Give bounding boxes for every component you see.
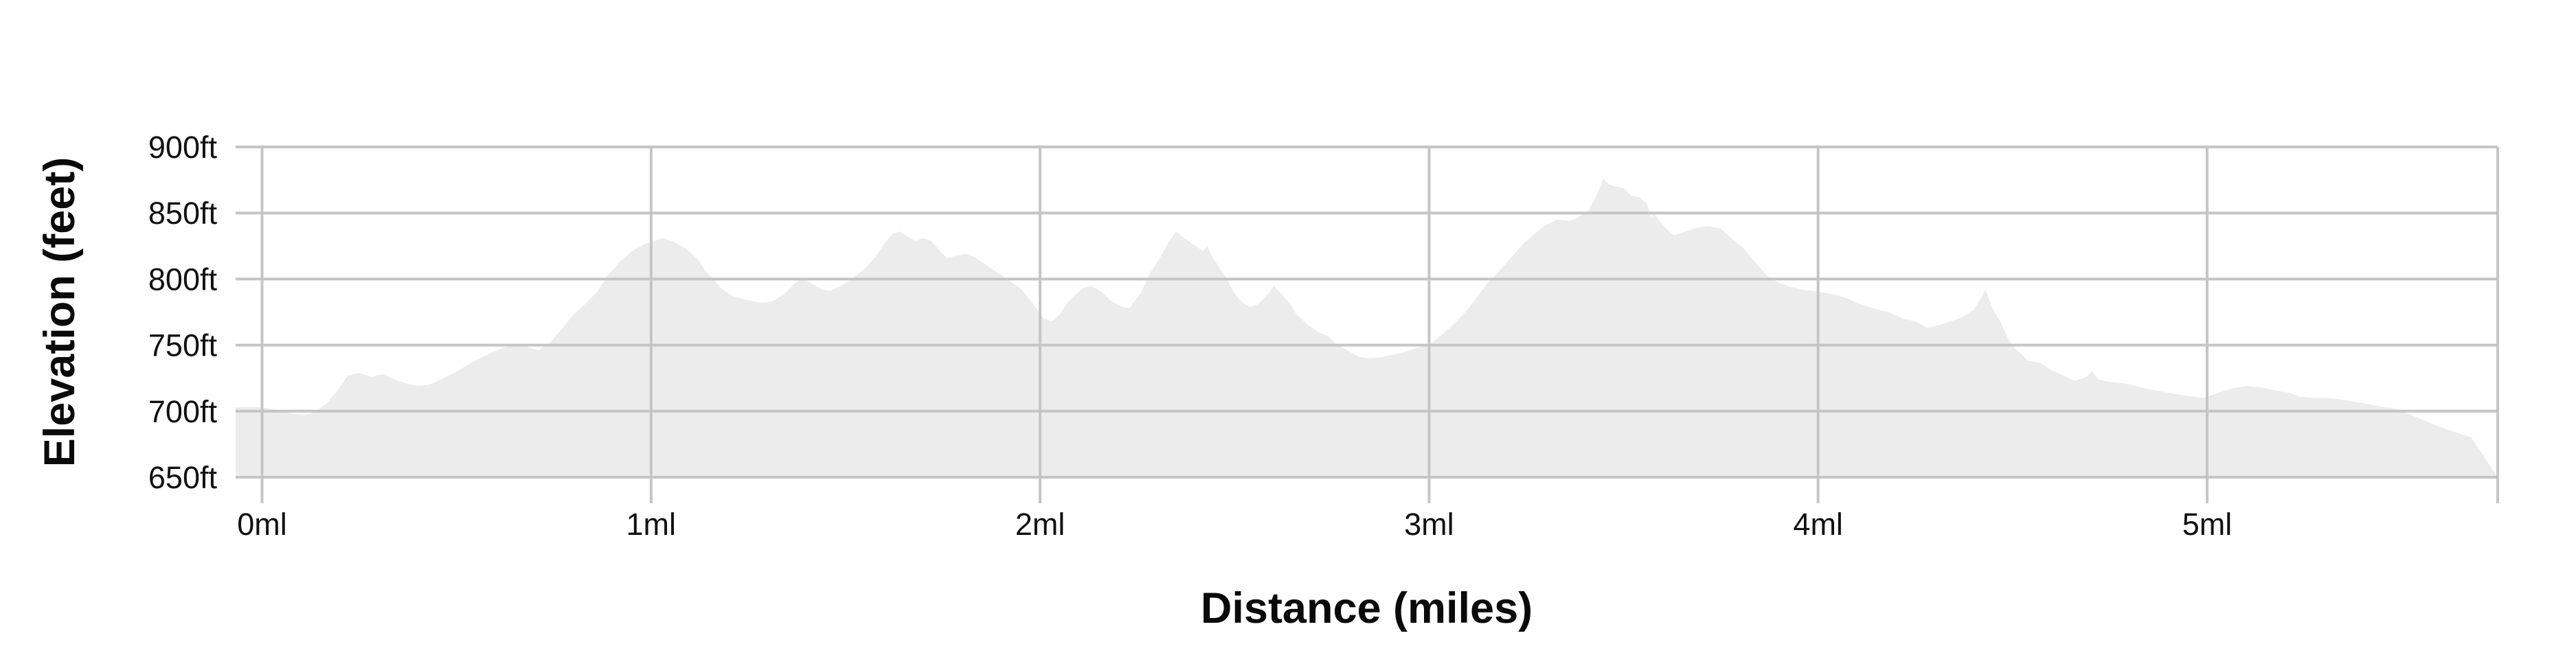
y-axis-title: Elevation (feet) xyxy=(36,157,84,468)
gridline-layer xyxy=(236,146,2499,503)
x-tick-label: 0ml xyxy=(237,507,287,542)
y-tick-label: 650ft xyxy=(148,460,218,495)
x-tick-label: 3ml xyxy=(1404,507,1454,542)
x-tick-label: 1ml xyxy=(626,507,677,542)
y-tick-labels: 650ft 700ft 750ft 800ft 850ft 900ft xyxy=(148,130,218,495)
x-tick-labels: 0ml 1ml 2ml 3ml 4ml 5ml xyxy=(237,507,2232,542)
y-tick-label: 900ft xyxy=(148,130,218,165)
x-tick-label: 2ml xyxy=(1015,507,1065,542)
elevation-area xyxy=(236,179,2498,477)
y-tick-label: 850ft xyxy=(148,196,218,231)
elevation-area-layer xyxy=(236,179,2498,477)
x-axis-title: Distance (miles) xyxy=(1201,584,1533,632)
y-tick-label: 750ft xyxy=(148,328,218,363)
y-tick-label: 800ft xyxy=(148,262,218,297)
x-tick-label: 4ml xyxy=(1793,507,1843,542)
x-tick-label: 5ml xyxy=(2182,507,2233,542)
y-tick-label: 700ft xyxy=(148,394,218,429)
